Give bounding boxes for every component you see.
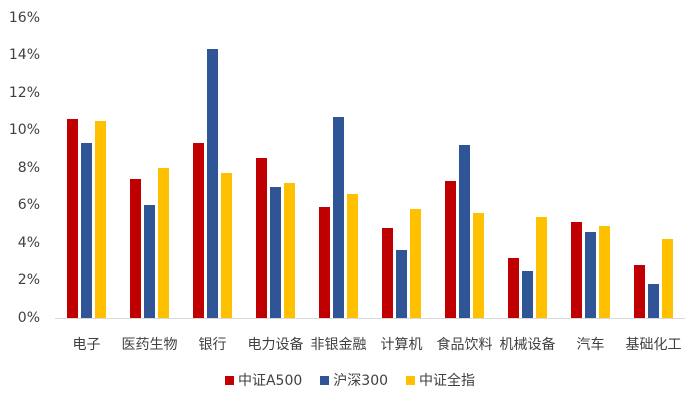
legend-swatch-icon	[406, 375, 416, 385]
bar	[333, 117, 344, 318]
x-tick-label: 计算机	[380, 337, 423, 353]
bar	[319, 207, 330, 318]
y-tick-label: 12%	[8, 84, 40, 101]
bar	[95, 120, 106, 318]
bar	[347, 194, 358, 318]
bar	[270, 186, 281, 318]
x-tick-label: 食品饮料	[436, 337, 493, 353]
x-tick-label: 基础化工	[625, 337, 682, 353]
bar	[81, 143, 92, 318]
legend-label: 中证全指	[419, 373, 476, 389]
x-tick-label: 汽车	[576, 337, 605, 353]
bar	[130, 179, 141, 318]
bar	[522, 271, 533, 318]
legend-item: 中证A500	[224, 370, 303, 390]
bar	[144, 205, 155, 318]
x-axis-line	[55, 318, 685, 319]
bar	[445, 180, 456, 318]
bar	[585, 231, 596, 318]
bar	[648, 284, 659, 318]
bar	[207, 49, 218, 318]
bar	[221, 173, 232, 318]
bar	[284, 182, 295, 318]
legend-label: 中证A500	[237, 373, 303, 389]
x-tick-label: 电力设备	[247, 337, 304, 353]
bar	[193, 143, 204, 318]
bar	[473, 212, 484, 318]
y-tick-label: 0%	[17, 310, 40, 326]
bar	[67, 118, 78, 318]
y-tick-label: 16%	[8, 9, 40, 26]
bar	[382, 227, 393, 318]
legend-swatch-icon	[224, 375, 234, 385]
y-tick-label: 6%	[17, 197, 40, 214]
x-tick-label: 医药生物	[121, 337, 178, 353]
bar	[634, 265, 645, 318]
bar	[158, 167, 169, 318]
x-tick-label: 电子	[72, 337, 101, 353]
bar	[508, 257, 519, 318]
bar	[396, 250, 407, 318]
y-tick-label: 2%	[17, 272, 40, 289]
legend-label: 沪深300	[333, 373, 389, 389]
y-tick-label: 14%	[8, 47, 40, 64]
y-tick-label: 4%	[17, 234, 40, 251]
y-tick-label: 10%	[8, 122, 40, 139]
x-tick-label: 非银金融	[310, 337, 367, 353]
legend: 中证A500 沪深300 中证全指	[0, 370, 700, 390]
legend-item: 沪深300	[320, 370, 388, 390]
y-tick-label: 8%	[17, 159, 40, 176]
legend-item: 中证全指	[406, 370, 475, 390]
x-tick-label: 银行	[198, 337, 227, 353]
bar	[256, 158, 267, 318]
x-tick-label: 机械设备	[499, 337, 556, 353]
bar	[410, 209, 421, 318]
bar	[599, 225, 610, 318]
bar	[536, 216, 547, 318]
bar	[459, 145, 470, 318]
bar	[662, 239, 673, 318]
legend-swatch-icon	[320, 375, 330, 385]
bar	[571, 222, 582, 318]
